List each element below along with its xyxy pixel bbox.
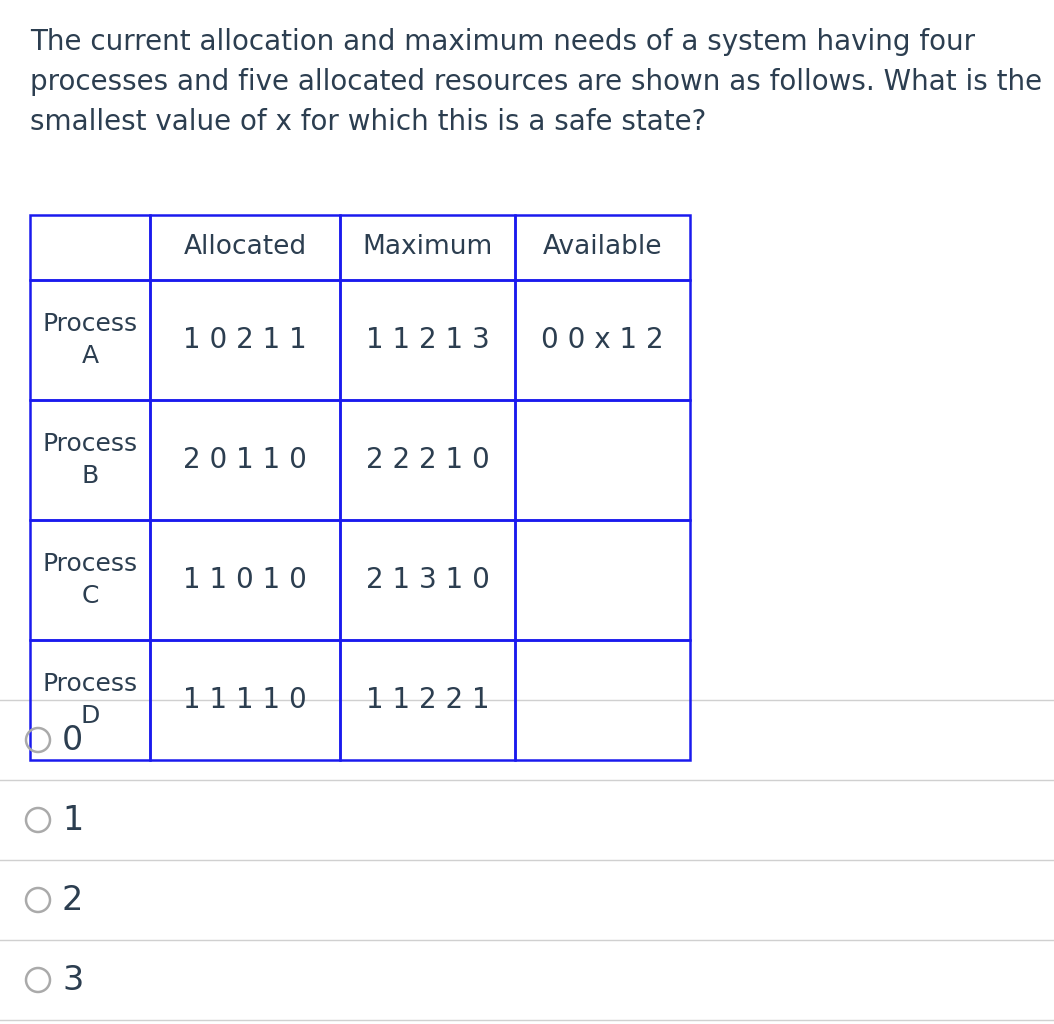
Text: Maximum: Maximum (363, 234, 492, 260)
Text: Available: Available (543, 234, 662, 260)
Text: 2 2 2 1 0: 2 2 2 1 0 (366, 446, 489, 474)
Text: Process
B: Process B (42, 432, 138, 487)
Text: 1 1 1 1 0: 1 1 1 1 0 (183, 686, 307, 714)
Text: The current allocation and maximum needs of a system having four
processes and f: The current allocation and maximum needs… (30, 28, 1042, 136)
Text: Process
D: Process D (42, 672, 138, 728)
Text: 2: 2 (62, 884, 83, 916)
Text: Process
A: Process A (42, 312, 138, 368)
Text: 0 0 x 1 2: 0 0 x 1 2 (541, 326, 664, 354)
Text: Allocated: Allocated (183, 234, 307, 260)
Text: 2 1 3 1 0: 2 1 3 1 0 (366, 566, 489, 594)
Text: 3: 3 (62, 964, 83, 996)
Text: 1 1 2 2 1: 1 1 2 2 1 (366, 686, 489, 714)
Text: 0: 0 (62, 724, 83, 757)
Text: 1 0 2 1 1: 1 0 2 1 1 (183, 326, 307, 354)
Text: 2 0 1 1 0: 2 0 1 1 0 (183, 446, 307, 474)
Text: 1 1 0 1 0: 1 1 0 1 0 (183, 566, 307, 594)
Text: Process
C: Process C (42, 552, 138, 608)
Text: 1: 1 (62, 804, 83, 837)
Text: 1 1 2 1 3: 1 1 2 1 3 (366, 326, 489, 354)
